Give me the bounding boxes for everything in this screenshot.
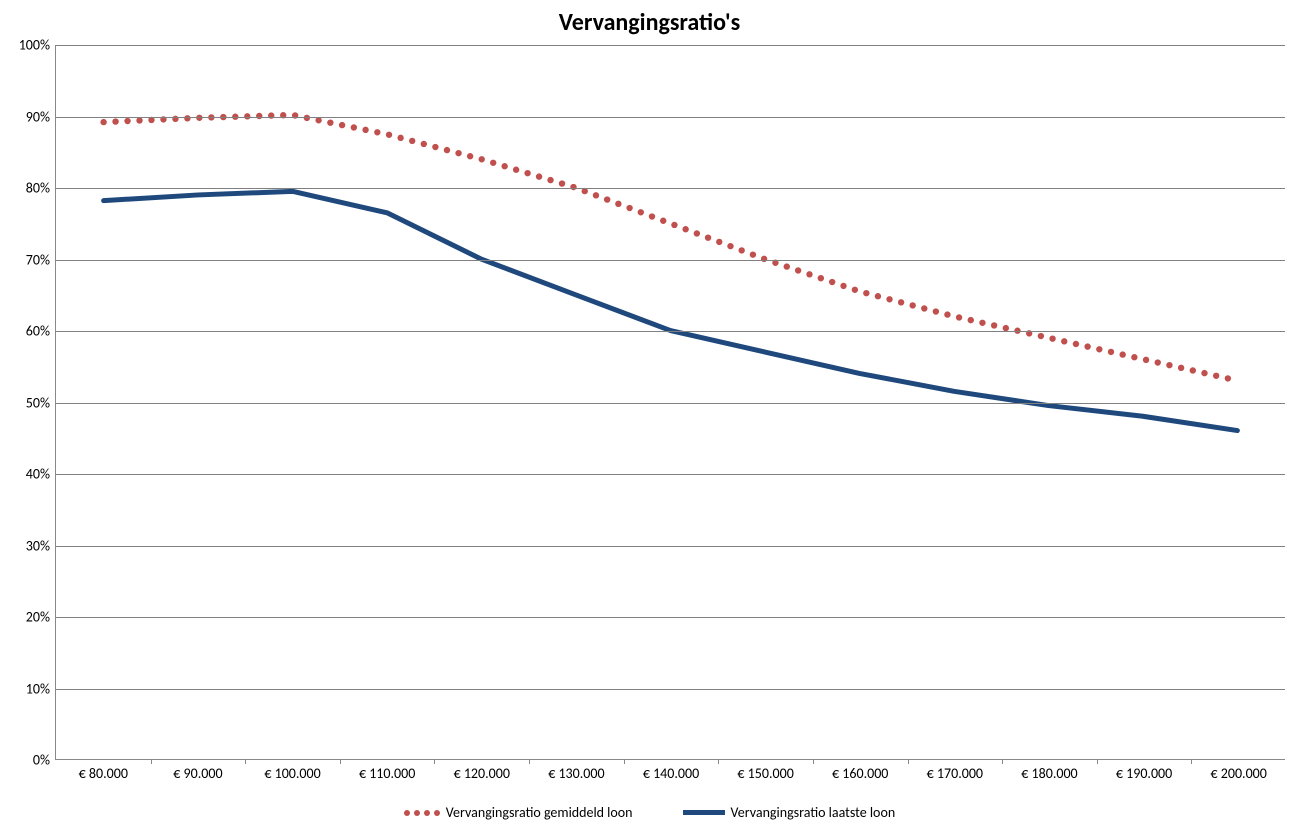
x-tick-label: € 100.000 xyxy=(264,759,320,782)
y-grid-line xyxy=(56,689,1285,690)
y-tick-label: 90% xyxy=(26,108,56,125)
x-tick-label: € 140.000 xyxy=(643,759,699,782)
y-tick-label: 20% xyxy=(26,609,56,626)
y-grid-line xyxy=(56,474,1285,475)
x-tick-label: € 200.000 xyxy=(1211,759,1267,782)
x-minor-tick xyxy=(624,759,625,764)
y-grid-line xyxy=(56,260,1285,261)
x-tick-label: € 190.000 xyxy=(1116,759,1172,782)
legend-label: Vervangingsratio gemiddeld loon xyxy=(446,804,633,821)
chart-title: Vervangingsratio's xyxy=(0,8,1299,37)
y-grid-line xyxy=(56,331,1285,332)
legend-item-gemiddeld: Vervangingsratio gemiddeld loon xyxy=(404,804,633,821)
x-minor-tick xyxy=(718,759,719,764)
legend: Vervangingsratio gemiddeld loon Vervangi… xyxy=(0,804,1299,821)
x-minor-tick xyxy=(1002,759,1003,764)
x-tick-label: € 150.000 xyxy=(737,759,793,782)
y-tick-label: 60% xyxy=(26,323,56,340)
x-tick-label: € 110.000 xyxy=(359,759,415,782)
y-tick-label: 30% xyxy=(26,537,56,554)
x-minor-tick xyxy=(813,759,814,764)
x-tick-label: € 80.000 xyxy=(79,759,128,782)
y-tick-label: 80% xyxy=(26,180,56,197)
legend-swatch-line-icon xyxy=(683,810,725,815)
y-grid-line xyxy=(56,617,1285,618)
x-minor-tick xyxy=(1097,759,1098,764)
y-tick-label: 40% xyxy=(26,466,56,483)
plot-area: 0%10%20%30%40%50%60%70%80%90%100%€ 80.00… xyxy=(55,45,1285,760)
x-tick-label: € 170.000 xyxy=(927,759,983,782)
y-tick-label: 100% xyxy=(19,37,56,54)
x-tick-label: € 120.000 xyxy=(454,759,510,782)
y-grid-line xyxy=(56,188,1285,189)
legend-label: Vervangingsratio laatste loon xyxy=(731,804,896,821)
y-tick-label: 0% xyxy=(33,752,56,769)
y-grid-line xyxy=(56,117,1285,118)
series-dotted xyxy=(100,112,1231,382)
legend-swatch-dotted-icon xyxy=(404,810,440,816)
y-grid-line xyxy=(56,403,1285,404)
legend-item-laatste: Vervangingsratio laatste loon xyxy=(683,804,896,821)
x-tick-label: € 90.000 xyxy=(173,759,222,782)
x-minor-tick xyxy=(434,759,435,764)
x-minor-tick xyxy=(151,759,152,764)
x-minor-tick xyxy=(529,759,530,764)
x-tick-label: € 130.000 xyxy=(548,759,604,782)
x-minor-tick xyxy=(340,759,341,764)
chart-container: Vervangingsratio's 0%10%20%30%40%50%60%7… xyxy=(0,0,1299,834)
x-tick-label: € 180.000 xyxy=(1021,759,1077,782)
series-line xyxy=(104,191,1238,430)
x-tick-label: € 160.000 xyxy=(832,759,888,782)
y-grid-line xyxy=(56,45,1285,46)
x-minor-tick xyxy=(908,759,909,764)
y-grid-line xyxy=(56,546,1285,547)
x-minor-tick xyxy=(1191,759,1192,764)
x-minor-tick xyxy=(245,759,246,764)
y-tick-label: 50% xyxy=(26,394,56,411)
y-tick-label: 70% xyxy=(26,251,56,268)
y-tick-label: 10% xyxy=(26,680,56,697)
